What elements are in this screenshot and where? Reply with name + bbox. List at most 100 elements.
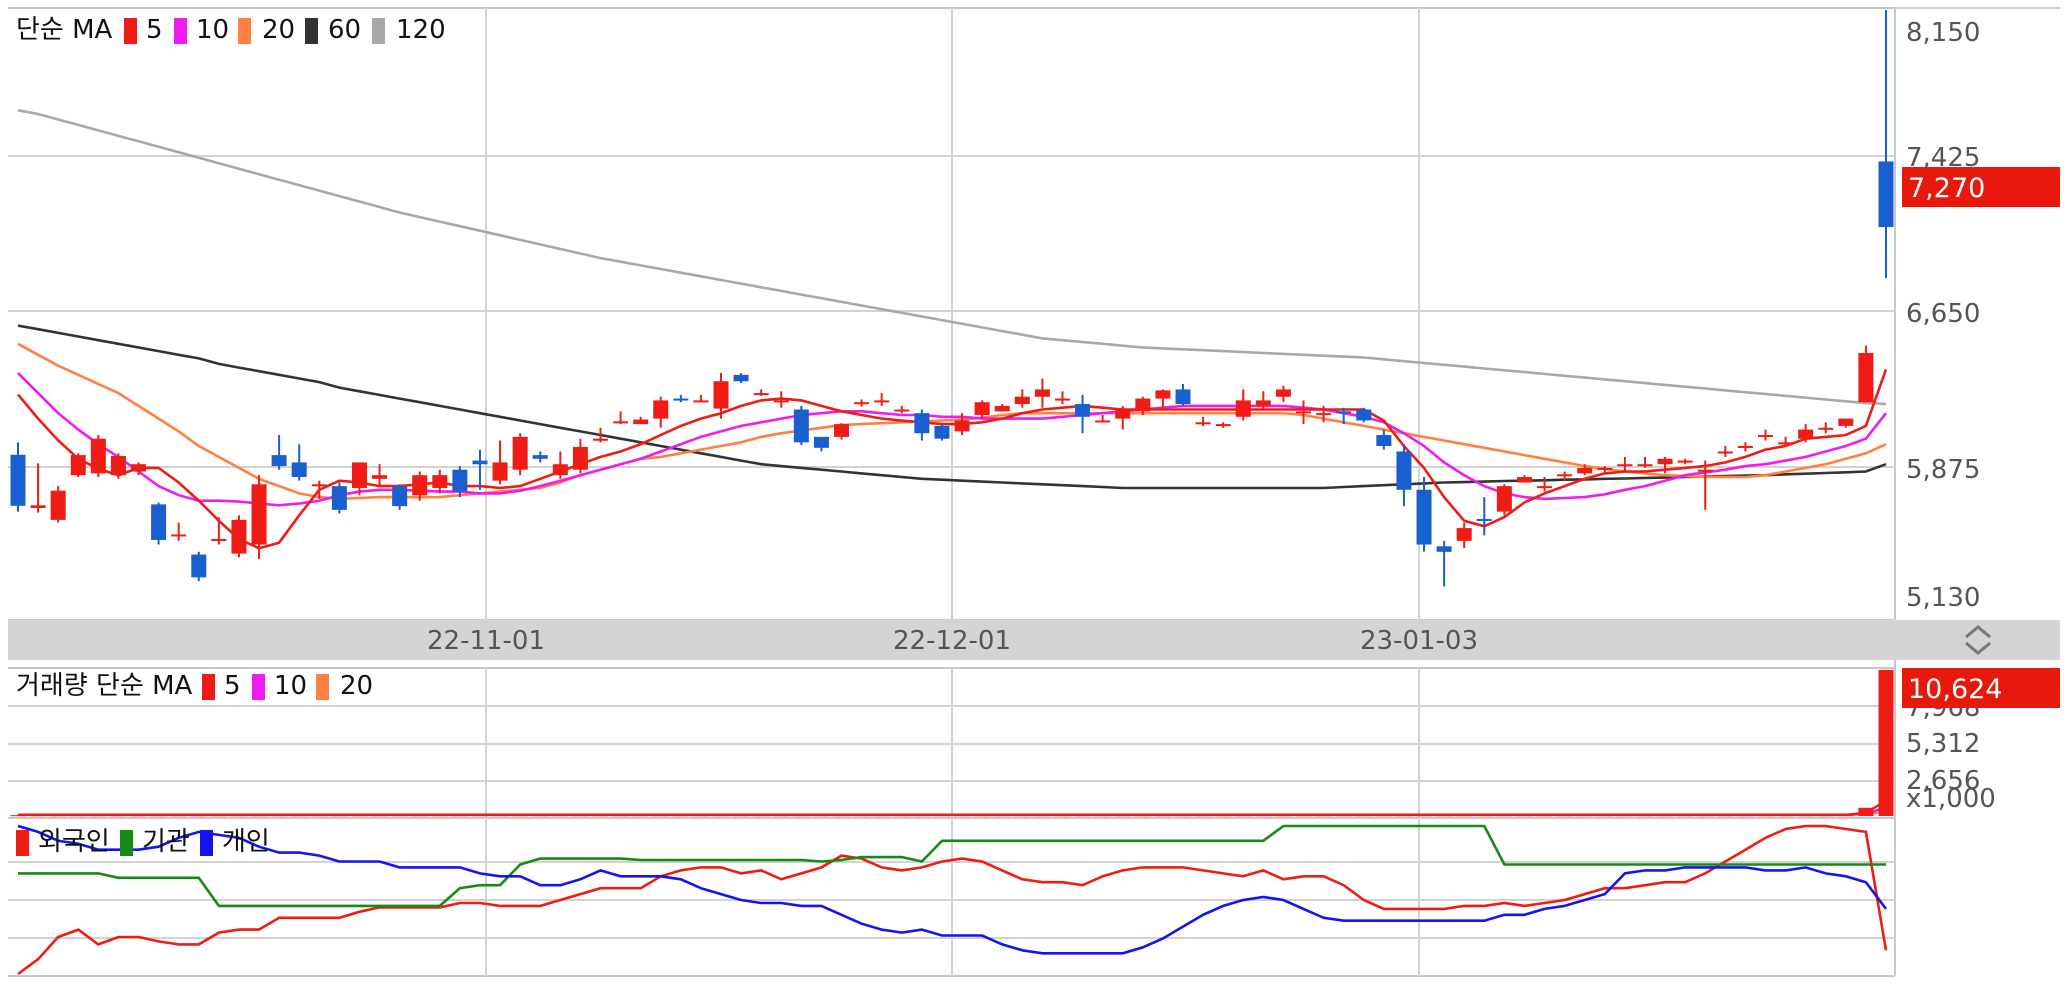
candle-body [291, 462, 307, 478]
current-price-value: 7,270 [1908, 173, 1985, 204]
volume-bar [1577, 815, 1593, 817]
volume-bar [1054, 815, 1070, 817]
volume-bar [1818, 815, 1834, 817]
institution-swatch [120, 830, 133, 856]
candle-body [251, 484, 267, 545]
candle-body [1416, 489, 1432, 545]
candle-body [733, 374, 749, 382]
volume-bar [1858, 807, 1874, 816]
volume-bar [773, 815, 789, 817]
candle-body [1075, 404, 1091, 417]
volume-ma5-line [18, 799, 1887, 817]
ma5-line [17, 368, 1888, 550]
volume-bar [171, 815, 187, 817]
candle-body [1034, 389, 1050, 397]
volume-bar [954, 815, 970, 817]
ma5-swatch [124, 18, 137, 44]
volume-bar [613, 815, 629, 817]
candle-body [994, 405, 1010, 412]
volume-bar [1356, 815, 1372, 817]
volume-bar [894, 815, 910, 817]
price-tick-4: 5,875 [1906, 455, 1980, 485]
candle-body [673, 398, 689, 401]
date-label-dec: 22-12-01 [893, 626, 1011, 656]
chevron-down-icon[interactable] [1965, 641, 1991, 655]
volume-tick-3: 2,656 [1906, 766, 1980, 796]
candle-body [1597, 467, 1613, 470]
ma10-swatch [174, 18, 187, 44]
candle-body [613, 421, 629, 424]
candle-body [1858, 352, 1874, 403]
candle-body [1195, 422, 1211, 425]
foreign-label: 외국인 [38, 827, 110, 857]
investor-marks [17, 824, 1888, 976]
candle-body [1255, 400, 1271, 406]
volume-bar [1416, 815, 1432, 817]
candle-body [1476, 518, 1492, 521]
candle-body [1737, 445, 1753, 448]
volume-bar [30, 815, 46, 817]
investor-line-foreign [17, 824, 1888, 976]
volume-bar [1597, 815, 1613, 817]
candle-body [191, 554, 207, 578]
individual-label: 개인 [222, 827, 270, 857]
candle-body [1356, 409, 1372, 421]
candle-body [512, 436, 528, 470]
volume-bar [492, 815, 508, 817]
candle-body [131, 464, 147, 472]
candle-body [1135, 398, 1151, 412]
volume-bar [90, 815, 106, 817]
candle-body [1436, 546, 1452, 552]
candle-body [1657, 458, 1673, 465]
volume-bar [1336, 815, 1352, 817]
candle-body [30, 505, 46, 509]
candle-body [432, 475, 448, 488]
candle-body [1677, 460, 1693, 463]
volume-bar [1296, 815, 1312, 817]
candle-body [773, 400, 789, 403]
volume-bar [733, 815, 749, 817]
volume-bar [974, 815, 990, 817]
current-volume-value: 10,624 [1908, 674, 2002, 705]
candle-body [1637, 464, 1653, 467]
volume-bar [1115, 815, 1131, 817]
volume-bar [1075, 815, 1091, 817]
volume-bar [1135, 815, 1151, 817]
volume-bar [813, 815, 829, 817]
volume-bar [512, 815, 528, 817]
volume-bar [793, 815, 809, 817]
volume-legend: 거래량 단순 MA 5 10 20 [16, 671, 373, 701]
candle-body [592, 438, 608, 441]
ma10-line [17, 372, 1888, 507]
candle-body [1095, 420, 1111, 423]
volume-tick-2: 5,312 [1906, 729, 1980, 759]
volume-bar [1637, 815, 1653, 817]
volume-bar [1175, 815, 1191, 817]
volume-bar [1376, 815, 1392, 817]
volume-bar [914, 815, 930, 817]
candle-body [572, 446, 588, 470]
candle-body [552, 464, 568, 476]
volume-bar [10, 815, 26, 817]
volume-bar [693, 815, 709, 817]
ma10-label: 10 [196, 15, 229, 45]
ma60-swatch [305, 18, 318, 44]
volume-bar [1215, 815, 1231, 817]
ma20-swatch [238, 18, 251, 44]
candle-body [954, 420, 970, 432]
chevron-up-icon[interactable] [1965, 625, 1991, 639]
panel-resize-handle[interactable] [1965, 625, 1991, 655]
volume-bar [1697, 815, 1713, 817]
volume-bar [1516, 815, 1532, 817]
date-axis-bar [8, 620, 2060, 660]
volume-bar [1095, 815, 1111, 817]
candle-body [171, 534, 187, 537]
candle-body [1557, 474, 1573, 477]
candle-body [793, 409, 809, 443]
candle-body [1798, 429, 1814, 439]
candle-body [633, 419, 649, 425]
candle-body [1537, 486, 1553, 489]
volume-bar [1275, 815, 1291, 817]
volume-bar [151, 815, 167, 817]
